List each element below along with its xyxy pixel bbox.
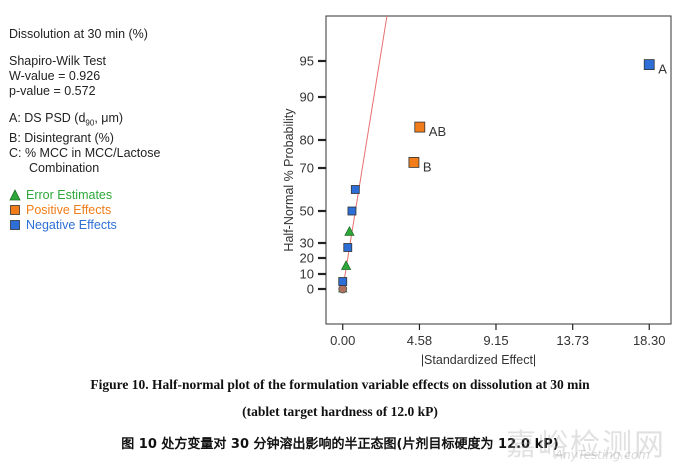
legend-positive: Positive Effects <box>9 203 279 218</box>
p-value: p-value = 0.572 <box>9 84 96 98</box>
y-tick-label: 95 <box>300 54 314 69</box>
factor-a-unit: , μm) <box>94 111 124 125</box>
caption-english-line2: (tablet target hardness of 12.0 kP) <box>242 404 438 419</box>
legend-error: Error Estimates <box>9 188 279 203</box>
negative-effect-point <box>347 206 357 216</box>
caption-english-line1: Figure 10. Half-normal plot of the formu… <box>90 377 590 392</box>
x-tick-label: 4.58 <box>407 333 432 348</box>
error-estimate-point <box>340 260 352 270</box>
factor-b: B: Disintegrant (%) <box>9 130 114 145</box>
y-tick-label: 90 <box>300 90 314 105</box>
y-tick-label: 30 <box>300 236 314 251</box>
legend-positive-label: Positive Effects <box>26 202 112 217</box>
x-tick-label: 9.15 <box>483 333 508 348</box>
factor-a-subscript: 90 <box>85 118 95 128</box>
negative-effect-point <box>338 277 348 286</box>
legend-error-label: Error Estimates <box>26 187 113 202</box>
y-tick-label: 50 <box>300 204 314 219</box>
watermark-url: AnyTesting.com <box>554 448 650 462</box>
x-tick-label: 0.00 <box>330 333 355 348</box>
effect-label: A <box>658 62 667 77</box>
factor-c-continued: Combination <box>29 160 100 175</box>
factor-c: C: % MCC in MCC/Lactose <box>9 145 161 160</box>
caption-chinese: 图 10 处方变量对 30 分钟溶出影响的半正态图(片剂目标硬度为 12.0 k… <box>121 437 559 452</box>
positive-effect-point <box>408 156 420 168</box>
y-tick-label: 20 <box>300 251 314 266</box>
orange-square-icon <box>10 205 20 215</box>
info-panel: Dissolution at 30 min (%) Shapiro-Wilk T… <box>9 27 279 245</box>
y-tick-label: 10 <box>300 267 314 282</box>
effects-legend: Error Estimates Positive Effects Negativ… <box>9 188 279 233</box>
error-estimate-point <box>344 225 355 236</box>
negative-effect-point <box>343 243 353 252</box>
effect-label: AB <box>429 124 446 139</box>
y-tick-label: 0 <box>307 282 314 297</box>
effect-label: B <box>423 159 432 174</box>
x-tick-label: 18.30 <box>633 333 666 348</box>
plot-frame <box>325 15 672 325</box>
response-title: Dissolution at 30 min (%) <box>9 27 148 41</box>
blue-square-icon <box>10 220 20 230</box>
negative-effect-point <box>643 59 655 70</box>
triangle-icon <box>9 189 21 201</box>
negative-effect-point <box>350 185 360 194</box>
legend-negative-label: Negative Effects <box>26 217 117 232</box>
reference-line <box>342 16 388 290</box>
w-value: W-value = 0.926 <box>9 69 101 83</box>
legend-negative: Negative Effects <box>9 218 279 233</box>
y-axis-title: Half-Normal % Probability <box>282 108 296 252</box>
watermark-logo-text: 嘉峪检测网 <box>506 428 666 463</box>
x-tick-label: 13.73 <box>556 333 589 348</box>
y-tick-label: 70 <box>300 161 314 176</box>
origin-point <box>338 284 348 294</box>
x-axis-title: |Standardized Effect| <box>421 353 536 367</box>
factor-a-text: A: DS PSD (d <box>9 111 86 125</box>
y-tick-label: 80 <box>300 133 314 148</box>
positive-effect-point <box>414 121 426 133</box>
factor-a: A: DS PSD (d90, μm) <box>9 111 279 131</box>
normality-test-name: Shapiro-Wilk Test <box>9 54 107 68</box>
